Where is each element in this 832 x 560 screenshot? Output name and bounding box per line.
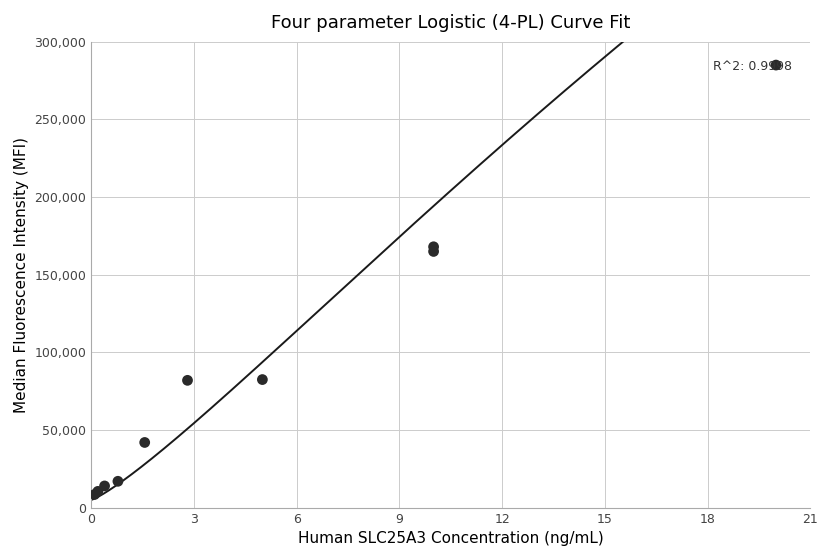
X-axis label: Human SLC25A3 Concentration (ng/mL): Human SLC25A3 Concentration (ng/mL) — [298, 531, 603, 546]
Point — [111, 477, 125, 486]
Point — [770, 60, 783, 69]
Text: R^2: 0.9998: R^2: 0.9998 — [713, 60, 792, 73]
Point — [255, 375, 269, 384]
Point — [88, 490, 102, 499]
Point — [427, 242, 440, 251]
Point — [427, 247, 440, 256]
Point — [98, 482, 111, 491]
Point — [92, 487, 105, 496]
Point — [181, 376, 194, 385]
Point — [138, 438, 151, 447]
Y-axis label: Median Fluorescence Intensity (MFI): Median Fluorescence Intensity (MFI) — [14, 137, 29, 413]
Title: Four parameter Logistic (4-PL) Curve Fit: Four parameter Logistic (4-PL) Curve Fit — [271, 14, 631, 32]
